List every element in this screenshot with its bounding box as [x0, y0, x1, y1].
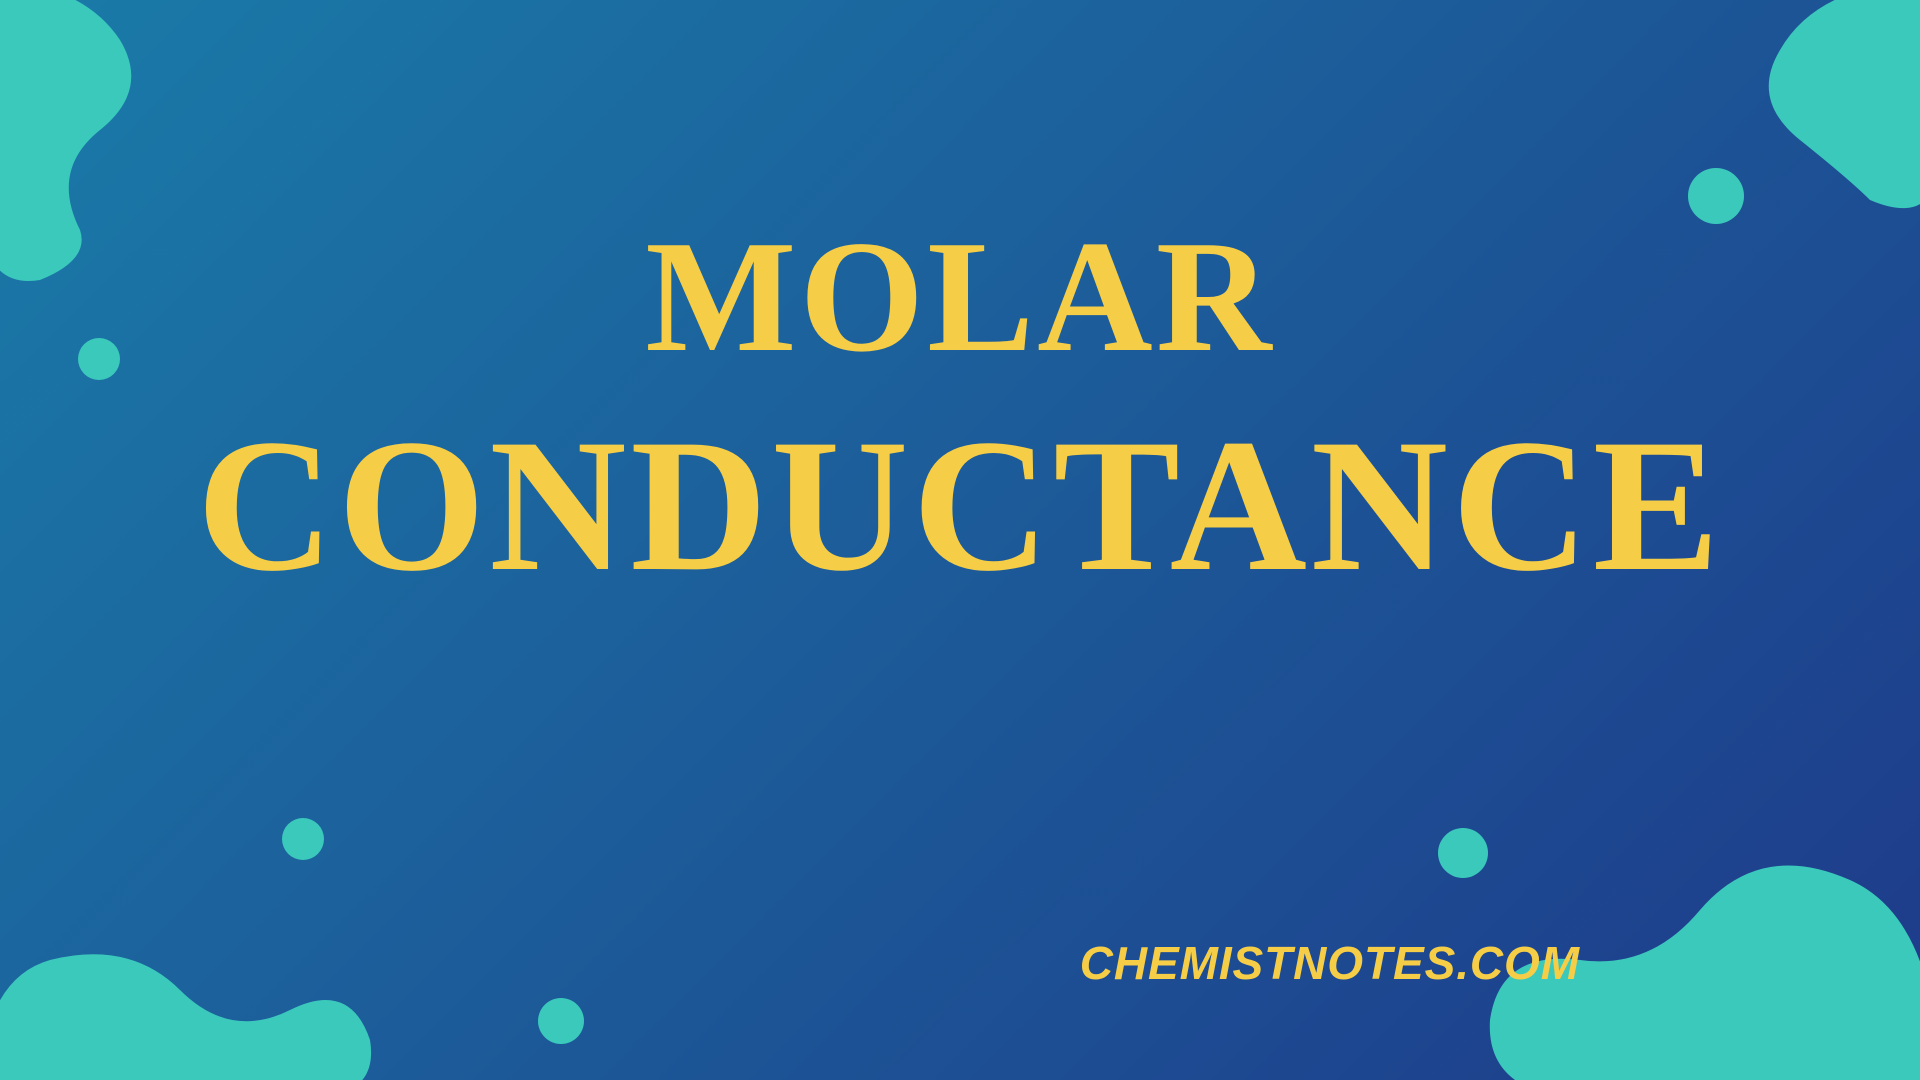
- heading-line2: CONDUCTANCE: [197, 392, 1724, 620]
- footer-text: CHEMISTNOTES.COM: [1080, 936, 1580, 990]
- main-content: MOLAR CONDUCTANCE: [0, 0, 1920, 1080]
- heading-line1: MOLAR: [645, 200, 1274, 392]
